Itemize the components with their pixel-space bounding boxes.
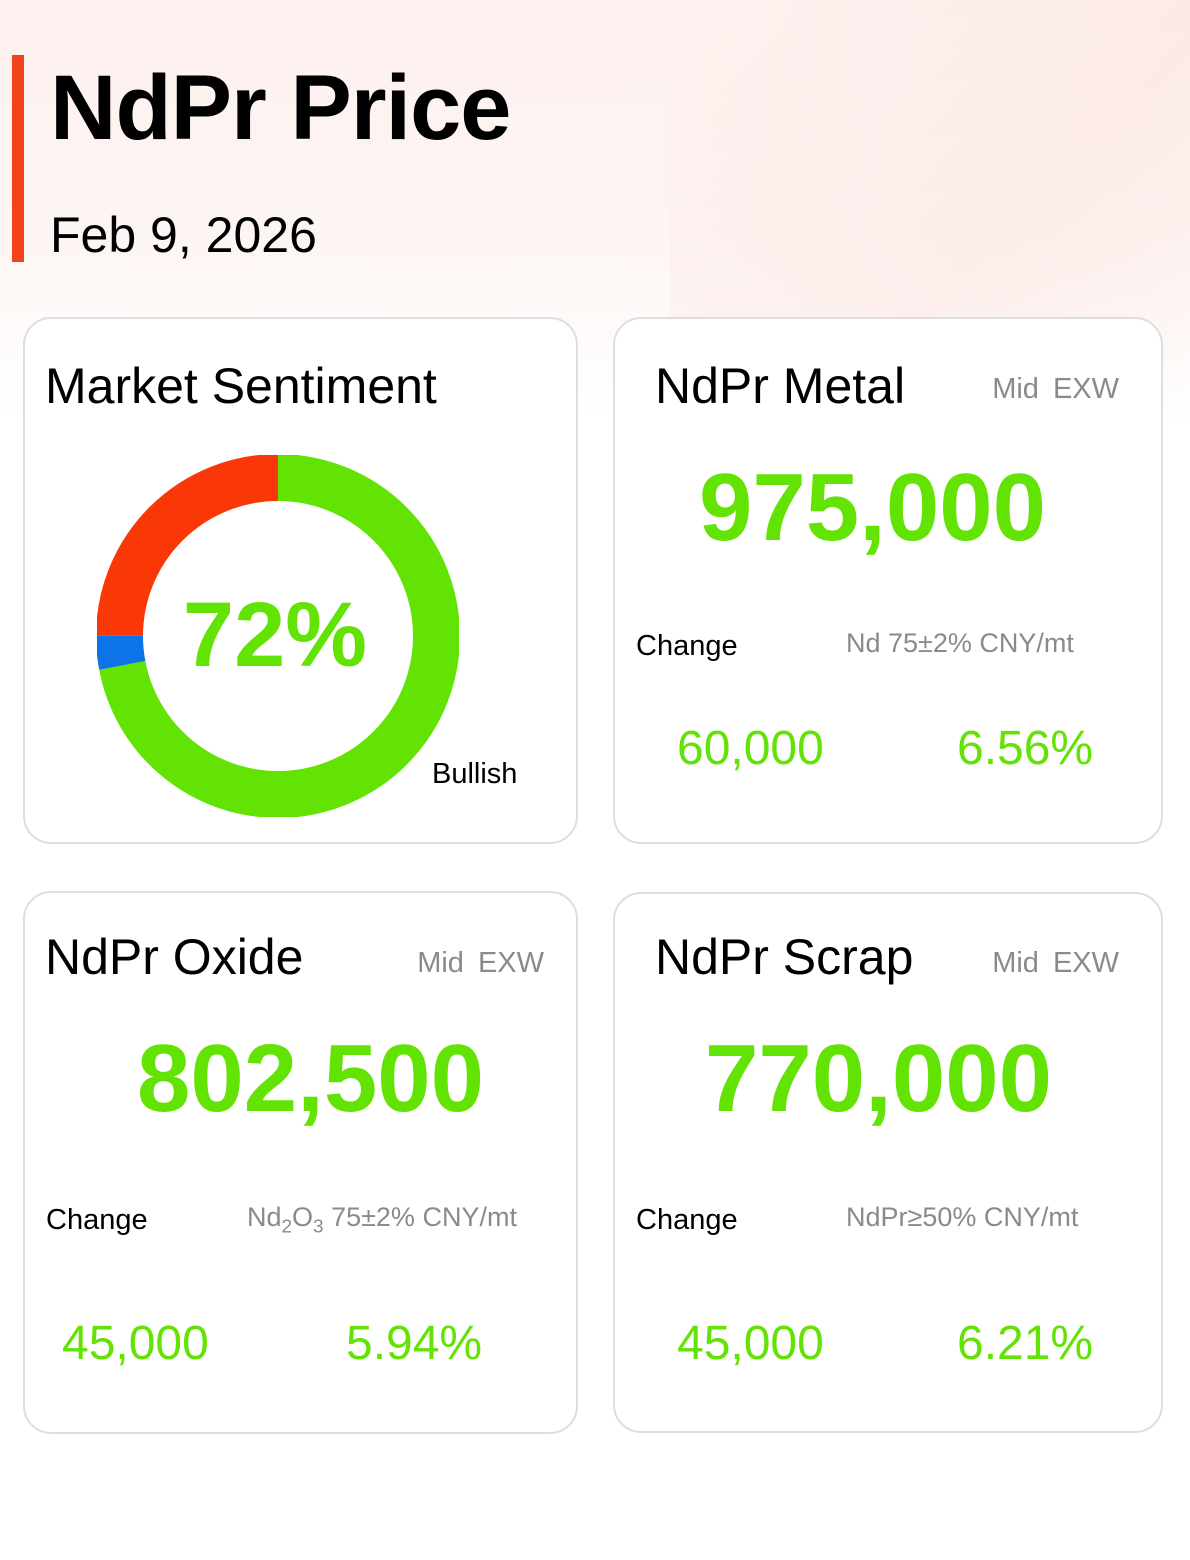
scrap-exw-label: EXW (1052, 947, 1119, 979)
donut-segment-neutral (97, 455, 459, 817)
metal-change-label: Change (636, 630, 738, 662)
donut-segment-bearish (97, 455, 459, 817)
sentiment-percent: 72% (182, 584, 368, 686)
sentiment-label: Bullish (432, 758, 518, 790)
oxide-spec-oxygen: O (292, 1202, 314, 1232)
scrap-card: NdPr Scrap Mid EXW 770,000 Change NdPr≥50… (613, 892, 1163, 1433)
metal-mid-label: Mid (992, 373, 1039, 405)
oxide-change-label: Change (46, 1204, 148, 1236)
metal-change-abs: 60,000 (677, 722, 824, 775)
sentiment-title: Market Sentiment (45, 358, 437, 414)
oxide-spec: Nd2O3 75±2% CNY/mt (247, 1204, 517, 1237)
oxide-spec-suffix: 75±2% CNY/mt (323, 1202, 517, 1232)
sentiment-card: Market Sentiment 72% Bullish (23, 317, 578, 844)
page-date: Feb 9, 2026 (50, 207, 317, 263)
oxide-spec-sub1: 2 (281, 1216, 293, 1238)
oxide-price: 802,500 (137, 1025, 485, 1132)
oxide-exw-label: EXW (477, 947, 544, 979)
oxide-meta: Mid EXW (417, 949, 544, 978)
scrap-change-pct: 6.21% (957, 1317, 1094, 1370)
metal-exw-label: EXW (1052, 373, 1119, 405)
metal-title: NdPr Metal (655, 358, 906, 414)
oxide-spec-element: Nd (247, 1202, 282, 1232)
metal-price: 975,000 (699, 454, 1047, 561)
oxide-mid-label: Mid (417, 947, 464, 979)
scrap-price: 770,000 (705, 1025, 1053, 1132)
metal-spec: Nd 75±2% CNY/mt (846, 628, 1074, 658)
metal-meta: Mid EXW (992, 375, 1119, 404)
oxide-change-abs: 45,000 (62, 1317, 209, 1370)
sentiment-donut-chart (97, 455, 459, 817)
scrap-change-label: Change (636, 1204, 738, 1236)
page-title: NdPr Price (50, 57, 511, 159)
scrap-meta: Mid EXW (992, 949, 1119, 978)
oxide-change-pct: 5.94% (346, 1317, 483, 1370)
oxide-title: NdPr Oxide (45, 929, 304, 985)
metal-change-pct: 6.56% (957, 722, 1094, 775)
oxide-card: NdPr Oxide Mid EXW 802,500 Change Nd2O3 7… (23, 891, 578, 1434)
scrap-title: NdPr Scrap (655, 929, 914, 985)
scrap-mid-label: Mid (992, 947, 1039, 979)
metal-card: NdPr Metal Mid EXW 975,000 Change Nd 75±2… (613, 317, 1163, 844)
oxide-spec-sub2: 3 (313, 1216, 324, 1238)
scrap-spec: NdPr≥50% CNY/mt (846, 1202, 1079, 1232)
scrap-change-abs: 45,000 (677, 1317, 824, 1370)
title-accent-bar (12, 55, 24, 262)
